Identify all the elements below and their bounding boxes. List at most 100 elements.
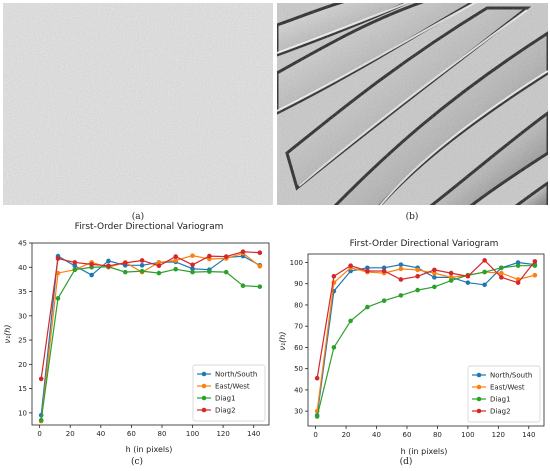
legend-swatch-marker <box>201 395 207 401</box>
y-tick-label: 15 <box>18 385 27 393</box>
data-point <box>448 270 454 276</box>
x-tick-label: 120 <box>216 430 229 438</box>
y-tick-label: 25 <box>18 337 27 345</box>
data-point <box>72 263 78 269</box>
data-point <box>515 260 521 265</box>
data-point <box>139 268 145 274</box>
data-point <box>207 253 212 259</box>
x-tick-label: 0 <box>37 430 41 438</box>
x-axis-label: h (in pixels) <box>126 445 173 454</box>
data-point <box>173 258 179 263</box>
x-tick-label: 0 <box>313 431 317 439</box>
data-point <box>55 256 61 261</box>
caption-a: (a) <box>131 212 145 222</box>
data-point <box>89 262 94 267</box>
legend-swatch-marker <box>201 407 207 413</box>
x-tick-label: 40 <box>372 431 381 439</box>
y-tick-label: 40 <box>18 264 27 272</box>
data-point <box>139 263 145 268</box>
y-tick-label: 40 <box>294 386 303 394</box>
data-point <box>240 283 246 289</box>
legend-box <box>467 365 541 423</box>
series-line-diag2 <box>316 259 536 379</box>
data-point <box>515 280 521 285</box>
data-point <box>365 265 370 271</box>
series-line-east-west <box>316 267 536 412</box>
data-point <box>482 282 487 288</box>
data-point <box>482 258 487 263</box>
legend: North/South East/West Diag1 Diag2 <box>192 364 266 422</box>
data-point <box>55 270 61 276</box>
x-tick-label: 60 <box>127 430 136 438</box>
texture-image-a <box>3 3 273 205</box>
legend-swatch-marker <box>476 408 482 414</box>
data-point <box>331 345 337 350</box>
legend-label: Diag1 <box>215 395 236 403</box>
data-point <box>122 260 128 266</box>
data-point <box>448 278 454 283</box>
data-point <box>190 262 195 268</box>
data-point <box>499 265 504 271</box>
data-point <box>432 267 437 273</box>
data-point <box>348 318 353 324</box>
data-point <box>190 269 195 275</box>
legend-label: Diag2 <box>215 407 236 415</box>
data-point <box>55 296 61 301</box>
data-point <box>106 263 111 269</box>
legend-label: East/West <box>215 383 250 391</box>
x-tick-label: 20 <box>342 431 351 439</box>
data-point <box>398 293 404 298</box>
data-point <box>365 268 370 274</box>
data-point <box>190 253 195 258</box>
data-point <box>381 265 387 271</box>
data-point <box>173 266 179 272</box>
data-point <box>156 263 162 269</box>
y-tick-label: 45 <box>18 240 27 248</box>
y-axis-label: ν₁(h) <box>278 332 287 351</box>
series-line-diag2 <box>40 251 260 379</box>
legend-label: East/West <box>490 384 525 392</box>
legend-label: North/South <box>490 372 532 380</box>
series-line-diag1 <box>316 265 535 417</box>
y-tick-label: 70 <box>294 323 303 331</box>
variogram-chart-c: First-Order Directional Variogram ν₁(h) … <box>3 222 270 454</box>
data-point <box>257 250 263 256</box>
legend-swatch-marker <box>476 372 482 378</box>
data-point <box>156 260 162 265</box>
caption-d: (d) <box>399 457 413 467</box>
data-point <box>381 268 387 274</box>
data-point <box>432 270 437 276</box>
fine-texture-icon <box>3 3 273 205</box>
legend-label: Diag2 <box>490 408 511 416</box>
data-point <box>398 277 404 282</box>
y-tick-label: 60 <box>294 344 303 352</box>
data-point <box>365 304 370 310</box>
texture-image-b <box>277 3 548 205</box>
x-tick-label: 40 <box>96 430 105 438</box>
data-point <box>38 417 44 423</box>
data-point <box>257 284 263 289</box>
data-point <box>38 376 44 382</box>
chart-title: First-Order Directional Variogram <box>75 222 224 232</box>
data-point <box>156 270 162 276</box>
y-tick-label: 20 <box>18 361 27 369</box>
chart-title: First-Order Directional Variogram <box>350 239 499 249</box>
data-point <box>139 258 145 263</box>
plot-frame <box>31 242 270 426</box>
y-tick-label: 100 <box>290 259 303 267</box>
data-point <box>190 266 195 272</box>
data-point <box>398 262 404 267</box>
data-point <box>415 273 420 279</box>
data-point <box>415 287 420 293</box>
series-line-north-south <box>40 255 261 416</box>
caption-b: (b) <box>405 212 419 222</box>
data-point <box>499 275 504 280</box>
data-point <box>398 266 404 272</box>
data-point <box>482 269 487 275</box>
data-point <box>122 269 128 275</box>
data-point <box>240 249 246 255</box>
legend-label: North/South <box>215 371 257 379</box>
x-tick-label: 60 <box>403 431 412 439</box>
data-point <box>348 263 353 268</box>
legend: North/South East/West Diag1 Diag2 <box>467 365 541 423</box>
